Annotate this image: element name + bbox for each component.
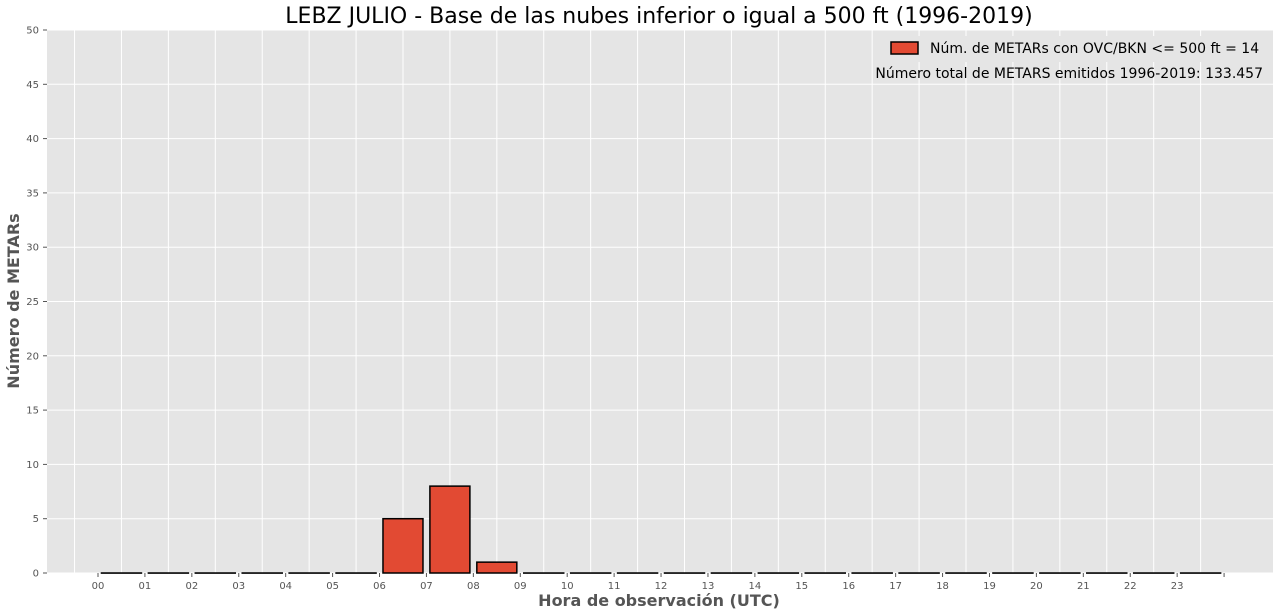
x-tick-label: 11 [608,581,621,592]
y-tick-label: 35 [26,188,39,199]
x-tick-label: 16 [842,581,855,592]
x-tick-label: 12 [655,581,668,592]
x-tick-label: 20 [1030,581,1043,592]
chart-title: LEBZ JULIO - Base de las nubes inferior … [285,4,1032,29]
x-tick-label: 02 [185,581,198,592]
x-tick-label: 07 [420,581,433,592]
y-tick-label: 40 [26,134,39,145]
bar-06 [382,517,424,574]
x-axis-ticks: 00 01 02 03 04 05 06 07 08 09 10 11 12 13 14 15 16 17 18 19… [92,573,1225,592]
x-tick-label: 04 [279,581,292,592]
x-tick-label: 22 [1124,581,1137,592]
x-tick-label: 18 [936,581,949,592]
x-tick-label: 08 [467,581,480,592]
legend-swatch [890,41,919,55]
legend-entry: Núm. de METARs con OVC/BKN <= 500 ft = 1… [930,41,1259,57]
y-tick-label: 0 [33,569,39,580]
y-tick-label: 30 [26,243,39,254]
x-tick-label: 06 [373,581,386,592]
y-tick-label: 15 [26,406,39,417]
x-axis-label: Hora de observación (UTC) [538,591,780,610]
bar-08 [476,561,518,574]
legend: Núm. de METARs con OVC/BKN <= 500 ft = 1… [884,36,1268,62]
x-tick-label: 21 [1077,581,1090,592]
x-tick-label: 09 [514,581,527,592]
bar-07 [429,485,471,574]
y-axis-label: Número de METARs [4,213,23,388]
x-tick-label: 17 [889,581,902,592]
y-tick-label: 10 [26,460,39,471]
x-tick-label: 05 [326,581,339,592]
y-axis-ticks: 0 5 10 15 20 25 30 35 40 45 50 [26,26,47,580]
x-tick-label: 13 [702,581,715,592]
legend-box [884,36,1268,62]
x-tick-label: 03 [232,581,245,592]
y-tick-label: 50 [26,26,39,37]
y-tick-label: 5 [33,514,39,525]
x-tick-label: 00 [92,581,105,592]
bars [100,485,1222,574]
y-tick-label: 20 [26,351,39,362]
total-metars-annotation: Número total de METARS emitidos 1996-201… [875,66,1263,82]
y-tick-label: 45 [26,80,39,91]
x-tick-label: 01 [139,581,152,592]
gridlines [47,29,1273,574]
x-tick-label: 10 [561,581,574,592]
x-tick-label: 19 [983,581,996,592]
y-tick-label: 25 [26,297,39,308]
x-tick-label: 14 [749,581,762,592]
x-tick-label: 15 [795,581,808,592]
x-tick-label: 23 [1171,581,1184,592]
